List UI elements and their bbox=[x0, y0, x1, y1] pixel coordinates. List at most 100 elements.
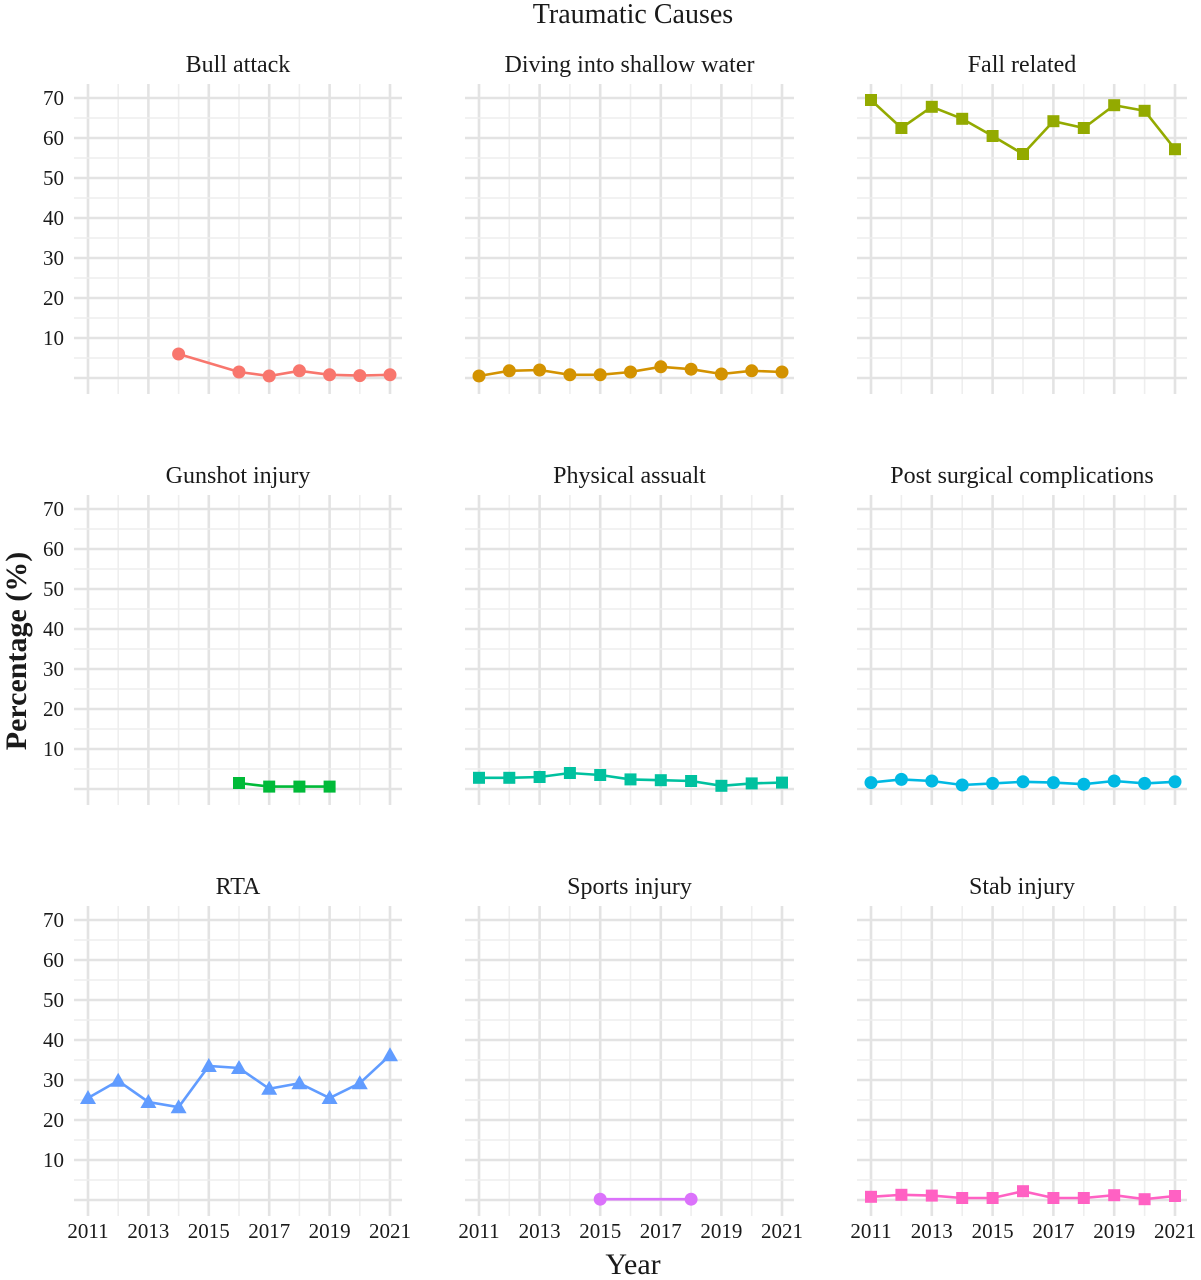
grid-rta bbox=[74, 906, 402, 1216]
grid-bull-attack bbox=[74, 84, 402, 394]
data-point-physical-assualt bbox=[594, 769, 607, 781]
data-point-bull-attack bbox=[262, 369, 276, 383]
data-point-bull-attack bbox=[323, 368, 337, 382]
data-point-fall-related bbox=[1108, 99, 1121, 112]
grid-gunshot-injury bbox=[74, 495, 402, 805]
y-tick-label: 30 bbox=[43, 657, 64, 681]
data-point-bull-attack bbox=[292, 364, 306, 378]
grid-fall-related bbox=[857, 84, 1187, 394]
panel-title-physical-assualt: Physical assualt bbox=[553, 463, 706, 489]
panel-post-surgical-complications: Post surgical complications bbox=[857, 463, 1187, 805]
data-point-stab-injury bbox=[956, 1192, 969, 1204]
panel-physical-assualt: Physical assualt bbox=[465, 463, 794, 805]
data-point-post-surgical-complications bbox=[1016, 775, 1030, 789]
x-tick-label: 2015 bbox=[972, 1219, 1014, 1243]
y-tick-label: 20 bbox=[43, 697, 64, 721]
y-tick-label: 20 bbox=[43, 286, 64, 310]
panel-title-post-surgical-complications: Post surgical complications bbox=[890, 463, 1154, 489]
data-point-post-surgical-complications bbox=[986, 776, 1000, 790]
data-point-rta bbox=[261, 1080, 278, 1095]
y-tick-label: 40 bbox=[43, 617, 64, 641]
grid-stab-injury bbox=[857, 906, 1187, 1216]
y-tick-label: 10 bbox=[43, 1148, 64, 1172]
data-point-stab-injury bbox=[986, 1192, 999, 1204]
x-tick-label: 2015 bbox=[579, 1219, 621, 1243]
y-axis-title: Percentage (%) bbox=[0, 552, 33, 751]
panel-bull-attack: Bull attack 10 20 30 40 50 60 70 bbox=[43, 52, 402, 394]
data-point-fall-related bbox=[986, 130, 999, 142]
x-tick-label: 2011 bbox=[850, 1219, 891, 1243]
data-point-fall-related bbox=[895, 122, 908, 134]
y-tick-label: 60 bbox=[43, 537, 64, 561]
y-tick-label: 10 bbox=[43, 737, 64, 761]
data-point-diving-into-shallow-water bbox=[624, 365, 637, 379]
data-point-rta bbox=[291, 1075, 308, 1090]
y-tick-label: 30 bbox=[43, 246, 64, 270]
data-point-post-surgical-complications bbox=[1168, 775, 1182, 789]
y-tick-label: 10 bbox=[43, 326, 64, 350]
data-point-rta bbox=[382, 1047, 398, 1062]
x-tick-label: 2013 bbox=[519, 1219, 561, 1243]
data-point-stab-injury bbox=[1108, 1189, 1121, 1202]
data-point-physical-assualt bbox=[473, 771, 485, 784]
y-tick-label: 70 bbox=[43, 908, 64, 932]
data-point-post-surgical-complications bbox=[955, 778, 969, 792]
y-tick-label: 60 bbox=[43, 948, 64, 972]
y-tick-label: 40 bbox=[43, 1028, 64, 1052]
grid-post-surgical-complications bbox=[857, 495, 1187, 805]
x-tick-label: 2021 bbox=[1154, 1219, 1196, 1243]
data-point-diving-into-shallow-water bbox=[775, 365, 789, 379]
data-point-post-surgical-complications bbox=[864, 776, 878, 790]
data-point-rta bbox=[231, 1060, 247, 1074]
data-point-post-surgical-complications bbox=[1077, 777, 1091, 791]
x-tick-label: 2011 bbox=[458, 1219, 499, 1243]
panel-rta: RTA 10 20 30 40 50 60 70 2011 2013 2015 2017 2019 202… bbox=[43, 874, 411, 1243]
data-point-stab-injury bbox=[1017, 1185, 1029, 1198]
data-point-diving-into-shallow-water bbox=[472, 369, 486, 383]
x-tick-label: 2017 bbox=[640, 1219, 682, 1243]
grid-sports-injury bbox=[465, 906, 794, 1216]
data-point-rta bbox=[110, 1072, 127, 1087]
data-point-stab-injury bbox=[1047, 1192, 1060, 1204]
y-tick-label: 50 bbox=[43, 166, 64, 190]
data-point-rta bbox=[351, 1075, 368, 1090]
data-point-diving-into-shallow-water bbox=[654, 360, 668, 374]
y-tick-label: 50 bbox=[43, 988, 64, 1012]
data-point-physical-assualt bbox=[533, 771, 546, 783]
x-tick-label: 2017 bbox=[248, 1219, 290, 1243]
data-point-rta bbox=[80, 1090, 96, 1104]
y-tick-label: 70 bbox=[43, 497, 64, 521]
data-point-stab-injury bbox=[1077, 1192, 1090, 1204]
data-point-fall-related bbox=[1138, 104, 1151, 117]
data-point-physical-assualt bbox=[503, 771, 516, 784]
data-point-rta bbox=[140, 1094, 157, 1108]
data-point-bull-attack bbox=[172, 347, 186, 361]
x-tick-label: 2019 bbox=[700, 1219, 742, 1243]
data-point-stab-injury bbox=[925, 1189, 938, 1202]
x-tick-label: 2019 bbox=[1093, 1219, 1135, 1243]
data-point-diving-into-shallow-water bbox=[533, 363, 547, 377]
panel-title-gunshot-injury: Gunshot injury bbox=[166, 463, 311, 489]
data-point-post-surgical-complications bbox=[925, 774, 939, 788]
x-tick-label: 2011 bbox=[67, 1219, 108, 1243]
x-tick-label: 2021 bbox=[761, 1219, 803, 1243]
y-tick-label: 60 bbox=[43, 126, 64, 150]
data-point-stab-injury bbox=[1138, 1193, 1151, 1206]
x-tick-label: 2019 bbox=[309, 1219, 351, 1243]
y-tick-label: 40 bbox=[43, 206, 64, 230]
data-point-diving-into-shallow-water bbox=[745, 364, 759, 378]
data-point-post-surgical-complications bbox=[894, 772, 908, 786]
panel-title-diving-into-shallow-water: Diving into shallow water bbox=[505, 52, 755, 78]
data-point-fall-related bbox=[1169, 143, 1181, 156]
x-tick-label: 2017 bbox=[1032, 1219, 1074, 1243]
panel-title-stab-injury: Stab injury bbox=[969, 874, 1075, 900]
data-point-physical-assualt bbox=[563, 767, 576, 779]
y-tick-label: 20 bbox=[43, 1108, 64, 1132]
data-point-post-surgical-complications bbox=[1107, 774, 1121, 788]
data-point-physical-assualt bbox=[654, 774, 667, 787]
grid-physical-assualt bbox=[465, 495, 794, 805]
x-tick-label: 2021 bbox=[369, 1219, 411, 1243]
data-point-physical-assualt bbox=[624, 773, 637, 786]
data-point-rta bbox=[200, 1058, 217, 1072]
